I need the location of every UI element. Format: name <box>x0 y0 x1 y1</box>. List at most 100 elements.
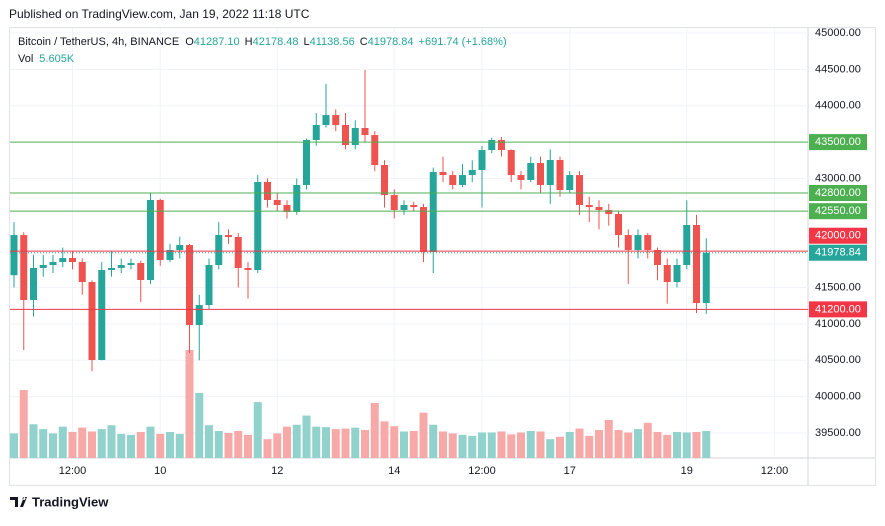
y-tick-label: 40500.00 <box>815 354 861 366</box>
candle-body <box>254 182 262 271</box>
volume-bar <box>487 432 496 458</box>
vol-label: Vol <box>18 53 33 65</box>
candle-body <box>605 210 613 215</box>
brand: TradingView <box>32 494 109 509</box>
ohlc-key: H <box>245 36 253 48</box>
volume-bar <box>380 421 389 458</box>
volume-pane <box>10 350 711 458</box>
candle-body <box>644 235 652 251</box>
candle-body <box>39 265 47 268</box>
candle-body <box>10 235 18 276</box>
levels: 43500.00 42800.00 42550.00 42000.00 41200.00… <box>10 134 867 318</box>
vol-value: 5.605K <box>39 53 75 65</box>
volume-bar <box>702 430 711 458</box>
candle-body <box>293 185 301 212</box>
volume-bar <box>146 426 155 458</box>
volume-bar <box>312 426 321 458</box>
y-tick-label: 44500.00 <box>815 63 861 75</box>
candle-body <box>683 225 691 265</box>
candle-body <box>283 205 291 212</box>
volume-bar <box>370 403 379 458</box>
candle-body <box>20 235 28 300</box>
candle-body <box>400 205 408 211</box>
candle-body <box>673 265 681 283</box>
axes: 39500.00 40000.00 40500.00 41000.00 41500.00… <box>59 27 861 477</box>
volume-bar <box>107 425 116 458</box>
candle-body <box>205 265 213 305</box>
y-tick-label: 40000.00 <box>815 391 861 403</box>
candle-body <box>693 225 700 304</box>
volume-bar <box>49 433 57 458</box>
volume-bar <box>595 430 603 458</box>
chart-frame <box>9 27 876 486</box>
y-tick-label: 43000.00 <box>815 172 861 184</box>
legend-line: Bitcoin / TetherUS, 4h, BINANCE O41287.10… <box>18 36 507 48</box>
volume-bar <box>507 434 516 458</box>
candle-body <box>390 195 398 211</box>
y-tick-label: 41000.00 <box>815 318 861 330</box>
volume-bar <box>351 427 360 458</box>
volume-bar <box>604 419 613 458</box>
candle-body <box>166 250 174 260</box>
level-label: 41200.00 <box>815 303 861 315</box>
volume-bar <box>614 430 623 458</box>
candle-body <box>312 125 320 140</box>
candle-body <box>351 127 359 145</box>
candle-body <box>303 139 310 185</box>
logo-icon <box>10 497 27 507</box>
x-tick-label: 12:00 <box>468 465 496 477</box>
candle-body <box>244 267 252 271</box>
volume-bar <box>448 433 457 458</box>
volume-bar <box>58 426 67 458</box>
y-tick-label: 44000.00 <box>815 100 861 112</box>
volume-bar <box>19 390 28 458</box>
candle-body <box>215 235 223 265</box>
volume-bar <box>341 428 350 458</box>
candle-body <box>498 139 505 151</box>
volume-bar <box>458 434 467 458</box>
footer-logo: TradingView <box>10 494 109 509</box>
candle-body <box>117 265 125 268</box>
volume-bar <box>166 431 174 458</box>
ohlc-key: L <box>304 36 310 48</box>
volume-bar <box>692 431 701 458</box>
level-tag <box>809 203 867 220</box>
candle-body <box>468 170 476 176</box>
candle-body <box>88 282 96 360</box>
volume-bar <box>361 430 369 458</box>
candle-body <box>488 139 496 151</box>
volume-bar <box>429 424 438 458</box>
candle-body <box>30 267 37 300</box>
change: +691.74 (+1.68%) <box>419 36 507 48</box>
volume-bar <box>10 433 18 458</box>
volume-bar <box>565 431 574 458</box>
candle-body <box>429 171 437 252</box>
ohlc-value: 42178.48 <box>253 36 299 48</box>
volume-bar <box>175 433 184 458</box>
volume-bar <box>682 432 691 458</box>
candle-body <box>147 199 154 280</box>
volume-bar <box>292 424 301 458</box>
volume-bar <box>273 433 282 458</box>
volume-bar <box>634 429 642 458</box>
x-tick-label: 12:00 <box>59 465 87 477</box>
candle-body <box>595 207 603 211</box>
candle-body <box>371 135 379 165</box>
level-tag <box>809 301 867 318</box>
candle-body <box>59 258 67 263</box>
volume-bar <box>526 431 535 458</box>
x-tick-label: 17 <box>564 465 576 477</box>
volume-bar <box>536 431 545 458</box>
level-tag <box>809 227 867 244</box>
volume-bar <box>283 426 291 458</box>
volume-bar <box>88 431 96 458</box>
volume-bar <box>224 432 233 458</box>
symbol: Bitcoin / TetherUS, 4h, BINANCE <box>18 36 179 48</box>
last-price-label: 41978.84 <box>815 247 861 259</box>
candle-body <box>176 245 184 251</box>
volume-bar <box>244 434 252 458</box>
candle-body <box>225 235 232 237</box>
volume-bar <box>663 434 672 458</box>
volume-bar <box>478 432 486 458</box>
